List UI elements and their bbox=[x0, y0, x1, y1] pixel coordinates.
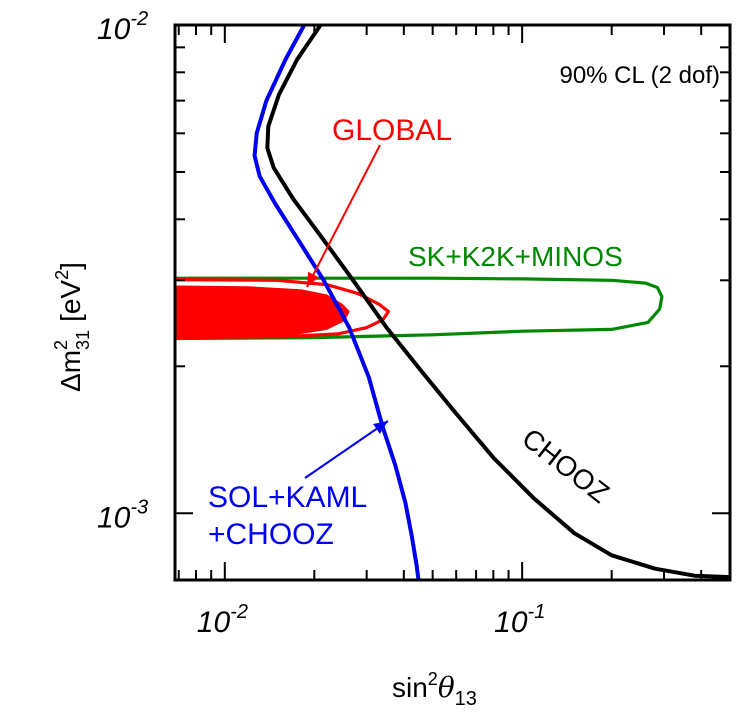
x-tick-label: 10-2 bbox=[197, 601, 248, 639]
tick-label-layer: 10-2 10-1 10-3 10-2 bbox=[97, 8, 545, 639]
tick-layer bbox=[175, 24, 731, 580]
label-sk-k2k-minos: SK+K2K+MINOS bbox=[408, 241, 623, 272]
annotation-arrows bbox=[304, 144, 389, 479]
series-chooz-line bbox=[265, 23, 731, 580]
y-axis-title: Δm2 31[eV2] bbox=[51, 262, 93, 392]
arrow-global-head bbox=[307, 271, 319, 287]
label-plus-chooz: +CHOOZ bbox=[208, 518, 334, 551]
label-sol-kaml: SOL+KAML bbox=[208, 481, 367, 514]
series-layer bbox=[174, 23, 731, 581]
x-axis-title: sin2θ13 bbox=[392, 669, 477, 710]
series-sol-kaml-chooz-line bbox=[252, 24, 421, 581]
series-sk-k2k-minos-contour bbox=[174, 276, 664, 341]
arrow-sol-kaml-head bbox=[373, 421, 388, 434]
y-tick-label: 10-2 bbox=[97, 8, 148, 46]
x-tick-label: 10-1 bbox=[494, 601, 545, 639]
plot-frame bbox=[173, 23, 732, 582]
y-tick-label: 10-3 bbox=[97, 496, 148, 534]
arrow-sol-kaml-shaft bbox=[304, 420, 389, 479]
label-global: GLOBAL bbox=[332, 114, 452, 147]
arrow-global-shaft bbox=[306, 144, 381, 288]
confidence-annotation: 90% CL (2 dof) bbox=[559, 62, 720, 89]
svg-text:sin2θ13: sin2θ13 bbox=[392, 669, 477, 710]
